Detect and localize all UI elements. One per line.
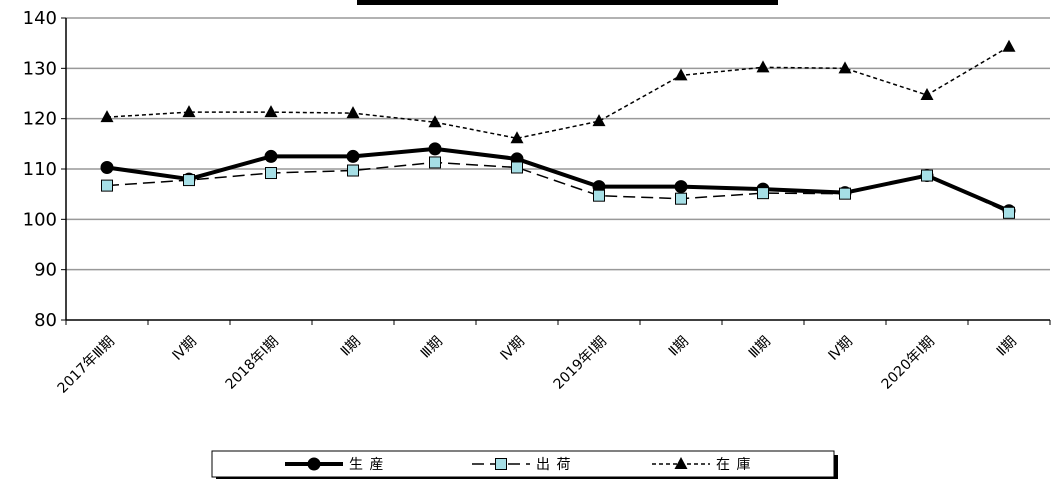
series-production-line [106,146,1010,213]
y-axis-ticks: 80 90 100 110 120 130 140 [23,8,66,331]
series-shipment-point [1003,206,1015,219]
series-inventory-line [106,46,1010,140]
series-production [100,142,1016,218]
x-tick-label: Ⅲ期 [746,334,774,362]
legend-marker-point [495,458,507,470]
x-tick-label: Ⅱ期 [666,334,692,360]
y-tick-label: 80 [34,310,57,331]
series-inventory-point [264,105,278,118]
series-inventory-point [428,115,442,128]
series-shipment-point [757,187,769,200]
series-production-point [346,149,360,163]
x-tick-label: Ⅲ期 [418,334,446,362]
y-tick-label: 100 [23,209,57,230]
y-tick-label: 90 [34,260,57,281]
series-production-point [264,149,278,163]
legend-label: 出 荷 [536,457,571,473]
y-tick-label: 110 [23,159,57,180]
x-tick-label: 2017年Ⅲ期 [55,334,118,397]
series-inventory-point [346,106,360,119]
series-inventory [100,39,1016,144]
series-inventory-point [182,105,196,118]
y-tick-label: 140 [23,8,57,29]
series-inventory-point [592,114,606,127]
series-shipment [101,156,1015,219]
series-inventory-point [756,60,770,73]
x-axis-ticks: 2017年Ⅲ期 Ⅳ期 2018年Ⅰ期 Ⅱ期 Ⅲ期 Ⅳ期 2019年Ⅰ期 Ⅱ期 Ⅲ期 Ⅳ期 2020年… [55,320,1051,397]
series-production-point [428,142,442,156]
legend-marker-point [674,457,688,469]
y-tick-label: 120 [23,109,57,130]
x-tick-label: 2018年Ⅰ期 [223,334,282,393]
series-inventory-point [920,88,934,101]
series-shipment-point [429,156,441,169]
series-shipment-point [265,167,277,180]
series-inventory-point [838,61,852,74]
series-shipment-point [921,169,933,182]
legend-item-inventory: 在 庫 [652,456,751,473]
series-shipment-point [675,192,687,205]
series-production-point [674,180,688,194]
legend: 生 産出 荷在 庫 [211,450,838,479]
x-tick-label: 2019年Ⅰ期 [551,334,610,393]
x-tick-label: Ⅱ期 [994,334,1020,360]
legend-item-shipment: 出 荷 [472,457,571,473]
series-lines [100,39,1016,219]
x-tick-label: Ⅱ期 [338,334,364,360]
series-inventory-point [1002,39,1016,52]
series-shipment-point [183,174,195,187]
legend-marker-point [307,457,321,471]
y-tick-label: 130 [23,58,57,79]
x-tick-label: Ⅳ期 [169,334,199,364]
x-tick-label: Ⅳ期 [825,334,855,364]
series-shipment-point [511,161,523,174]
series-inventory-point [100,110,114,123]
series-inventory-point [510,131,524,144]
series-shipment-point [101,179,113,192]
title-box [357,0,778,5]
series-production-point [100,160,114,174]
x-tick-label: Ⅳ期 [497,334,527,364]
series-shipment-line [106,161,1010,214]
series-shipment-point [593,189,605,202]
series-shipment-point [347,164,359,177]
series-shipment-point [839,187,851,200]
legend-item-production: 生 産 [285,457,384,473]
series-inventory-point [674,68,688,81]
legend-label: 在 庫 [716,456,751,473]
grid-lines [66,17,1050,271]
x-tick-label: 2020年Ⅰ期 [879,334,938,393]
legend-label: 生 産 [349,457,384,473]
